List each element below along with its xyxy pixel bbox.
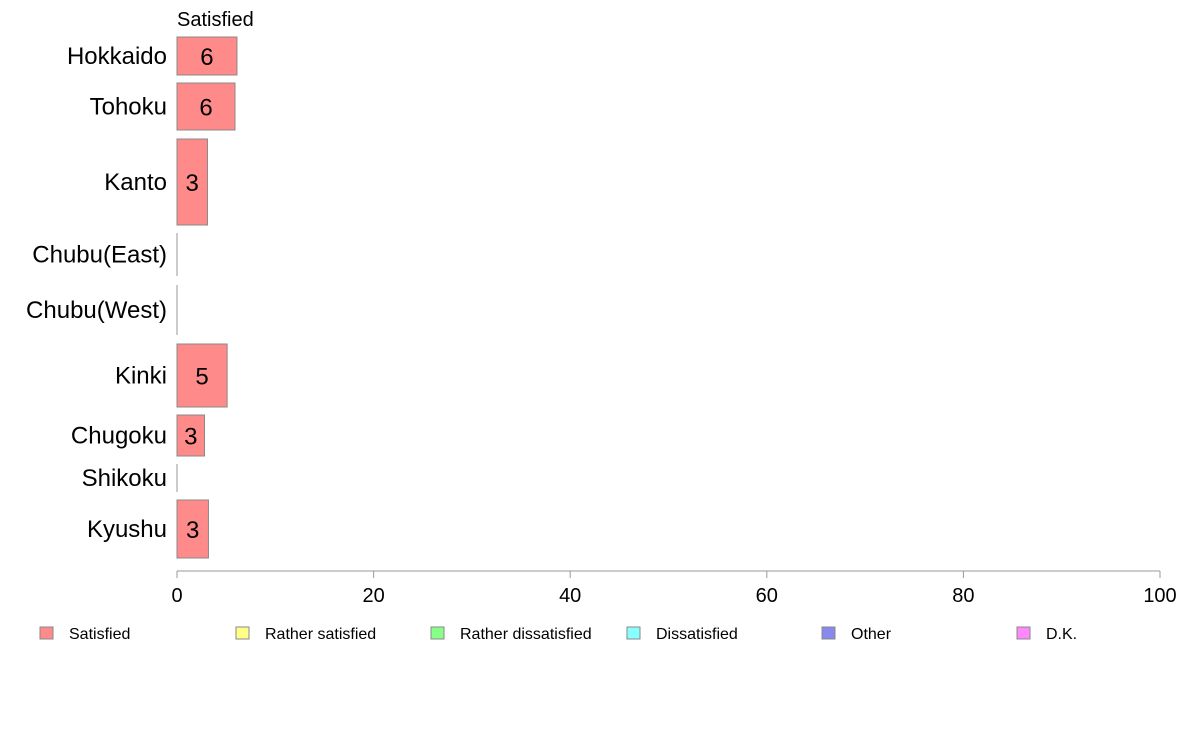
legend-label-rather-dissatisfied: Rather dissatisfied bbox=[460, 626, 592, 643]
legend-swatch-d-k bbox=[1016, 626, 1031, 640]
legend-swatch-rather-dissatisfied bbox=[430, 626, 445, 640]
bars-group: Hokkaido 6 Tohoku 6 Kanto 3 Chubu(East) Chubu(W… bbox=[26, 36, 238, 559]
category-label-chubu-west: Chubu(West) bbox=[26, 297, 167, 324]
legend-swatch-other bbox=[821, 626, 836, 640]
category-label-chubu-east: Chubu(East) bbox=[32, 242, 167, 269]
bar-satisfied-chugoku bbox=[176, 414, 206, 457]
legend: Satisfied Rather satisfied Rather dissatis… bbox=[39, 626, 1077, 643]
legend-swatch-satisfied bbox=[39, 626, 54, 640]
value-label-kanto: 3 bbox=[186, 170, 199, 197]
legend-label-other: Other bbox=[851, 626, 892, 643]
category-label-hokkaido: Hokkaido bbox=[67, 43, 167, 70]
x-tick-label-20: 20 bbox=[362, 585, 384, 607]
value-label-hokkaido: 6 bbox=[200, 44, 213, 71]
legend-label-d-k: D.K. bbox=[1046, 626, 1077, 643]
x-tick-label-0: 0 bbox=[171, 585, 182, 607]
legend-label-satisfied: Satisfied bbox=[69, 626, 130, 643]
bar-satisfied-kinki bbox=[176, 343, 228, 408]
legend-label-rather-satisfied: Rather satisfied bbox=[265, 626, 376, 643]
category-label-kanto: Kanto bbox=[104, 169, 167, 196]
bar-satisfied-hokkaido bbox=[176, 36, 238, 76]
category-label-kyushu: Kyushu bbox=[87, 516, 167, 543]
value-label-kyushu: 3 bbox=[186, 517, 199, 544]
category-label-chugoku: Chugoku bbox=[71, 423, 167, 450]
x-tick-label-60: 60 bbox=[756, 585, 778, 607]
legend-swatch-dissatisfied bbox=[626, 626, 641, 640]
x-tick-label-80: 80 bbox=[952, 585, 974, 607]
category-label-tohoku: Tohoku bbox=[90, 94, 167, 121]
category-label-kinki: Kinki bbox=[115, 363, 167, 390]
x-tick-label-40: 40 bbox=[559, 585, 581, 607]
bar-satisfied-kyushu bbox=[176, 499, 209, 559]
legend-swatch-rather-satisfied bbox=[235, 626, 250, 640]
legend-label-dissatisfied: Dissatisfied bbox=[656, 626, 738, 643]
category-label-shikoku: Shikoku bbox=[82, 465, 167, 492]
bar-satisfied-tohoku bbox=[176, 82, 236, 131]
series-header: Satisfied bbox=[177, 9, 254, 31]
value-label-chugoku: 3 bbox=[184, 424, 197, 451]
value-label-kinki: 5 bbox=[195, 364, 208, 391]
x-axis: 0 20 40 60 80 100 bbox=[171, 570, 1177, 607]
bar-satisfied-kanto bbox=[176, 138, 208, 226]
value-label-tohoku: 6 bbox=[199, 95, 212, 122]
x-tick-label-100: 100 bbox=[1143, 585, 1176, 607]
